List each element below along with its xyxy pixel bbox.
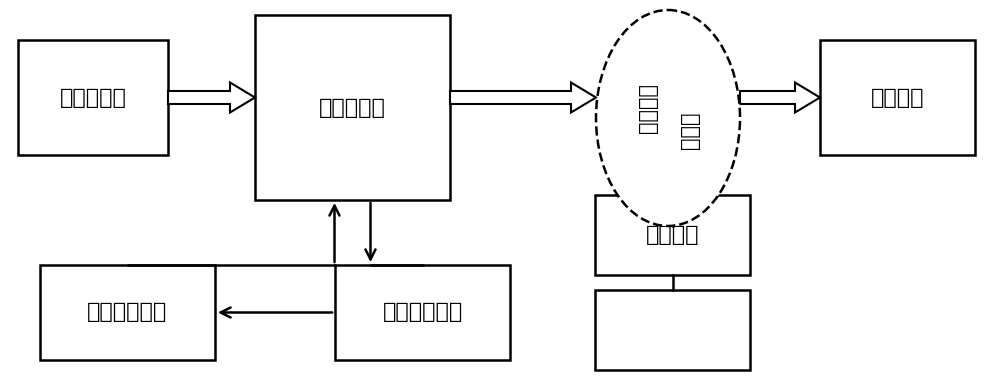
Bar <box>820 40 975 155</box>
FancyArrow shape <box>450 82 596 112</box>
Text: 连续激光器: 连续激光器 <box>60 87 126 108</box>
Bar <box>335 265 510 360</box>
Text: 光电放大模块: 光电放大模块 <box>382 302 463 323</box>
Bar <box>595 290 750 370</box>
Bar <box>595 195 750 275</box>
Text: 测量模块: 测量模块 <box>871 87 924 108</box>
Text: 反馈控制模块: 反馈控制模块 <box>87 302 168 323</box>
Text: 光路控制室: 光路控制室 <box>319 98 386 117</box>
FancyArrow shape <box>168 82 255 112</box>
Ellipse shape <box>596 10 740 226</box>
Bar <box>255 15 450 200</box>
Text: 被测件: 被测件 <box>680 111 700 149</box>
Text: 测量转台: 测量转台 <box>646 225 699 245</box>
Bar <box>40 265 215 360</box>
Text: 光学元件: 光学元件 <box>638 83 658 133</box>
FancyArrow shape <box>740 82 820 112</box>
Bar <box>18 40 168 155</box>
